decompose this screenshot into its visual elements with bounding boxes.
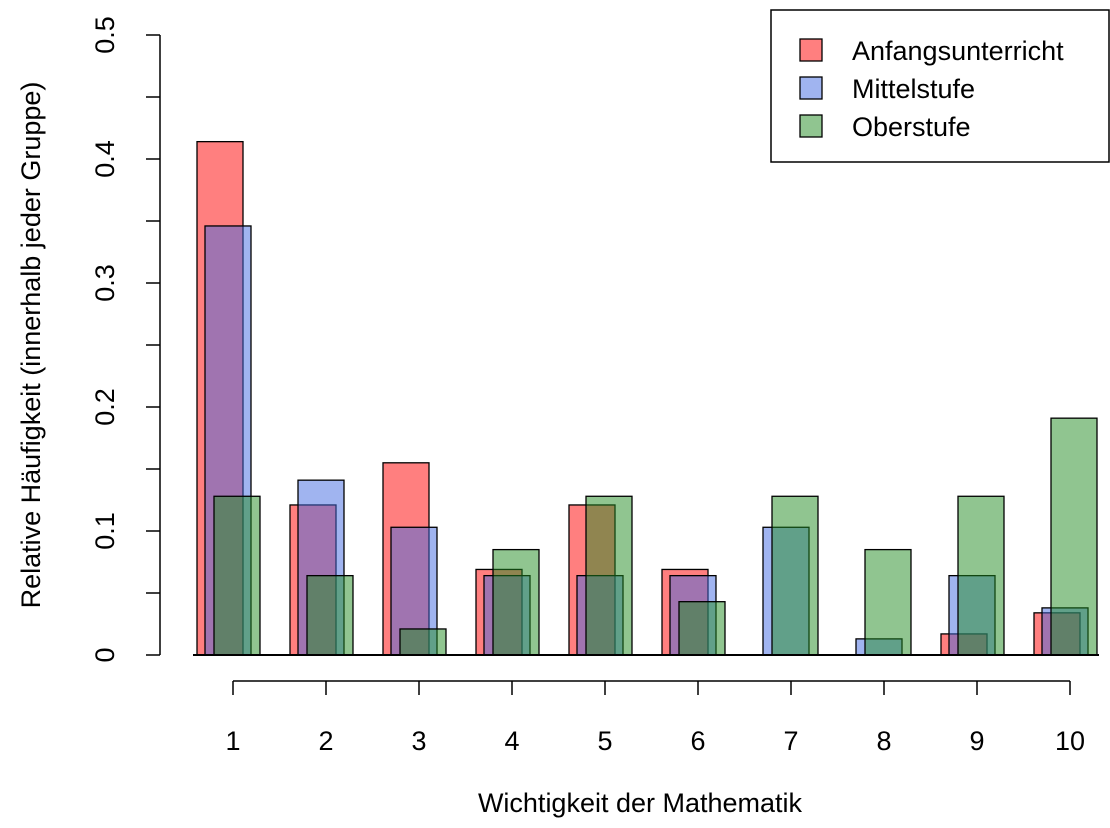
x-tick-label: 1: [225, 726, 240, 756]
x-tick-label: 6: [690, 726, 705, 756]
legend-box: [770, 9, 1110, 163]
x-tick-label: 9: [969, 726, 984, 756]
x-tick-label: 8: [876, 726, 891, 756]
bar-oberstufe-2: [306, 574, 354, 656]
legend-swatch-anfangsunterricht: [799, 38, 823, 62]
bar-oberstufe-9: [957, 495, 1005, 656]
bar-oberstufe-1: [213, 495, 261, 656]
y-tick-label: 0.3: [90, 264, 120, 302]
y-tick-label: 0.1: [90, 512, 120, 550]
bars-layer: [196, 140, 1098, 656]
bar-oberstufe-3: [399, 628, 447, 656]
x-tick-label: 2: [318, 726, 333, 756]
legend-label-oberstufe: Oberstufe: [852, 112, 971, 142]
bar-oberstufe-6: [678, 601, 726, 656]
bar-oberstufe-7: [771, 495, 819, 656]
y-tick-label: 0.5: [90, 16, 120, 54]
x-axis-label: Wichtigkeit der Mathematik: [478, 788, 803, 818]
bar-oberstufe-5: [585, 495, 633, 656]
legend-label-mittelstufe: Mittelstufe: [852, 74, 975, 104]
legend-swatch-oberstufe: [799, 114, 823, 138]
legend: Anfangsunterricht Mittelstufe Oberstufe: [770, 9, 1110, 163]
x-tick-label: 7: [783, 726, 798, 756]
x-tick-label: 5: [597, 726, 612, 756]
axes-layer: 0 0.1 0.2 0.3 0.4 0.5 1 2 3 4 5 6 7 8 9 10: [90, 16, 1099, 756]
x-tick-label: 3: [411, 726, 426, 756]
y-tick-label: 0.4: [90, 140, 120, 178]
bar-oberstufe-8: [864, 548, 912, 656]
legend-label-anfangsunterricht: Anfangsunterricht: [852, 36, 1064, 66]
x-tick-label: 10: [1055, 726, 1085, 756]
y-tick-label: 0: [90, 647, 120, 662]
bar-oberstufe-10: [1050, 417, 1098, 656]
y-axis-label: Relative Häufigkeit (innerhalb jeder Gru…: [16, 82, 46, 609]
legend-swatch-mittelstufe: [799, 76, 823, 100]
y-tick-label: 0.2: [90, 388, 120, 426]
bar-oberstufe-4: [492, 548, 540, 656]
x-tick-label: 4: [504, 726, 519, 756]
